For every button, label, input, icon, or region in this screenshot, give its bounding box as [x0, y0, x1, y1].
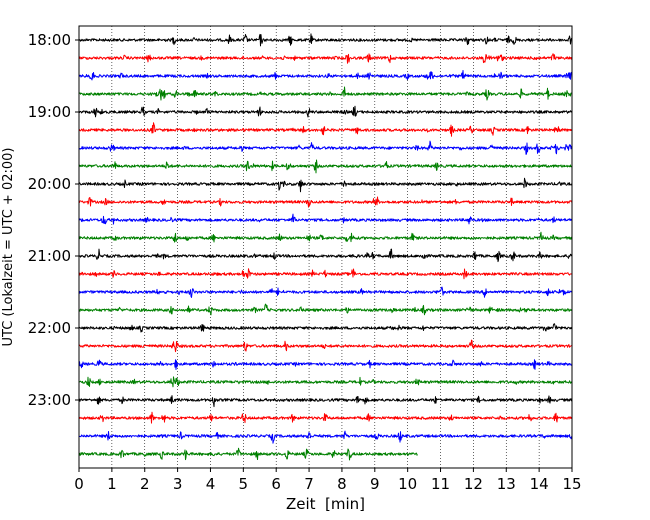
trace-line	[78, 268, 573, 280]
x-tick-label: 6	[271, 475, 281, 493]
x-tick-label: 5	[239, 475, 249, 493]
y-axis-ticks: 18:00 19:00 20:00 21:00 22:00 23:00	[28, 31, 79, 409]
trace-line	[78, 177, 573, 193]
trace-line	[78, 86, 573, 101]
y-tick-label: 20:00	[28, 175, 71, 193]
trace-line	[78, 286, 573, 298]
trace-line	[78, 376, 572, 388]
trace-line	[78, 359, 573, 370]
trace-line	[78, 303, 573, 316]
plot-frame	[78, 25, 573, 469]
trace-line	[78, 430, 573, 444]
trace-line	[78, 122, 573, 137]
trace-line	[78, 69, 573, 81]
y-tick-label: 19:00	[28, 103, 71, 121]
x-tick-label: 9	[370, 475, 380, 493]
trace-line	[78, 105, 573, 118]
trace-line	[78, 248, 573, 263]
x-tick-label: 11	[431, 475, 450, 493]
y-tick-label: 21:00	[28, 247, 71, 265]
x-tick-label: 15	[562, 475, 581, 493]
trace-line	[78, 33, 573, 47]
x-tick-label: 13	[497, 475, 516, 493]
x-tick-label: 3	[173, 475, 183, 493]
trace-line	[78, 53, 573, 64]
x-tick-label: 2	[140, 475, 150, 493]
x-tick-label: 12	[464, 475, 483, 493]
x-axis-ticks: 0 1 2 3 4 5 6 7 8 9 10 11 12 13 14 15	[74, 468, 582, 493]
x-tick-label: 7	[304, 475, 314, 493]
trace-line	[78, 323, 573, 333]
trace-line	[78, 395, 573, 408]
y-tick-label: 22:00	[28, 319, 71, 337]
y-axis-label: UTC (Lokalzeit = UTC + 02:00)	[1, 148, 16, 347]
x-tick-label: 10	[398, 475, 417, 493]
trace-line	[78, 140, 573, 155]
trace-line	[78, 196, 573, 208]
trace-line	[78, 213, 573, 225]
x-axis-label: Zeit [min]	[286, 495, 365, 513]
trace-line	[78, 339, 573, 353]
trace-line	[78, 447, 418, 461]
y-tick-label: 23:00	[28, 391, 71, 409]
x-tick-label: 14	[530, 475, 549, 493]
x-tick-label: 1	[107, 475, 117, 493]
y-tick-label: 18:00	[28, 31, 71, 49]
x-tick-label: 4	[206, 475, 216, 493]
trace-line	[78, 159, 573, 174]
trace-line	[78, 411, 573, 424]
x-tick-label: 0	[74, 475, 84, 493]
trace-line	[78, 231, 573, 243]
trace-group	[78, 33, 573, 461]
x-tick-label: 8	[337, 475, 347, 493]
